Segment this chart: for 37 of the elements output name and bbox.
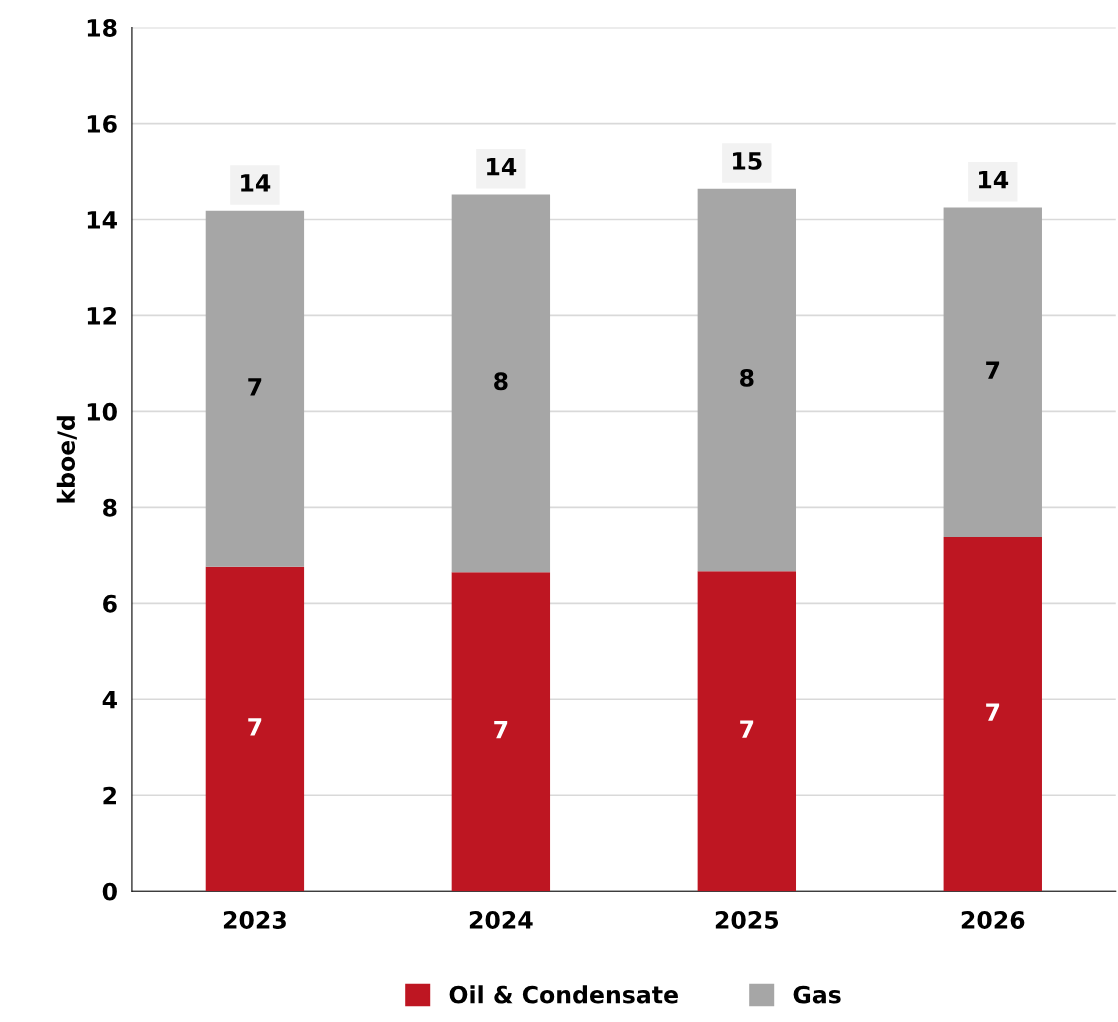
bar (697, 188, 797, 572)
data-label: 7 (494, 720, 508, 739)
data-label: 8 (740, 368, 754, 387)
legend-label: Gas (793, 985, 841, 1004)
data-label: 7 (248, 718, 262, 736)
y-tick-label: 8 (103, 498, 117, 517)
bar (451, 194, 551, 573)
data-label: 7 (248, 378, 262, 396)
y-tick-label: 10 (87, 402, 117, 421)
y-tick-label: 14 (87, 211, 117, 229)
legend-label: Oil & Condensate (449, 985, 678, 1004)
x-tick-label: 2023 (223, 911, 286, 929)
bar (451, 572, 551, 892)
y-tick-label: 0 (102, 882, 117, 901)
data-label: 8 (494, 372, 508, 391)
total-label: 15 (733, 152, 762, 170)
data-label: 7 (986, 703, 1000, 721)
x-tick-label: 2024 (469, 911, 533, 929)
x-tick-label: 2025 (715, 911, 779, 929)
bar (205, 210, 305, 567)
y-tick-label: 6 (103, 594, 117, 613)
total-label: 14 (487, 158, 517, 176)
total-label: 14 (241, 174, 271, 192)
total-label: 14 (979, 170, 1009, 189)
y-tick-label: 16 (87, 115, 117, 133)
bar (943, 537, 1042, 892)
data-label: 7 (740, 720, 754, 738)
y-tick-label: 18 (87, 19, 117, 37)
y-axis-title: kboe/d (56, 416, 77, 503)
x-tick-label: 2026 (961, 911, 1025, 929)
bar (205, 566, 305, 892)
bar (943, 207, 1042, 538)
data-label: 7 (986, 361, 1000, 379)
y-tick-label: 4 (102, 691, 117, 709)
y-tick-label: 12 (87, 306, 116, 325)
y-tick-label: 2 (103, 786, 116, 805)
bar (697, 571, 797, 892)
